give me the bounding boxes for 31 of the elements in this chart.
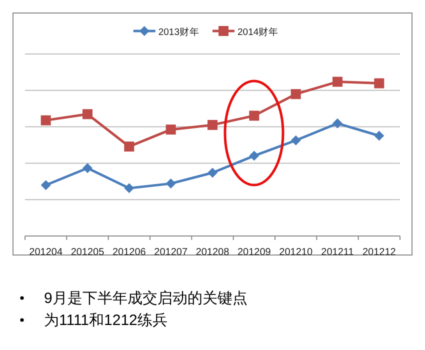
point [166,124,176,135]
x-tick-label: 201212 [362,247,396,258]
point [124,183,134,194]
point [82,109,92,120]
x-tick-label: 201205 [70,247,105,258]
text: 为1111和1212练兵 [44,312,168,329]
x-tick-label: 201211 [321,247,354,258]
x-tick-label: 201204 [29,247,63,258]
point [290,89,301,100]
legend-label: 2014财年 [238,26,279,38]
point [40,180,51,190]
x-tick-label: 201207 [154,247,188,258]
point [124,142,134,152]
point [40,115,51,126]
x-tick-label: 201210 [279,247,313,258]
text: 9月是下半年成交启动的关键点 [44,290,248,307]
legend-label: 2013财年 [158,26,200,38]
point [82,163,92,174]
point [290,135,301,146]
point [374,130,384,141]
point [374,78,384,88]
x-tick-label: 201206 [112,247,146,258]
point [208,120,218,130]
point [166,178,176,189]
x-tick-label: 201208 [196,247,230,258]
point [249,110,260,121]
point [208,168,218,178]
point [332,118,342,128]
point [332,76,342,87]
point [249,150,260,161]
x-tick-label: 201209 [237,247,272,258]
